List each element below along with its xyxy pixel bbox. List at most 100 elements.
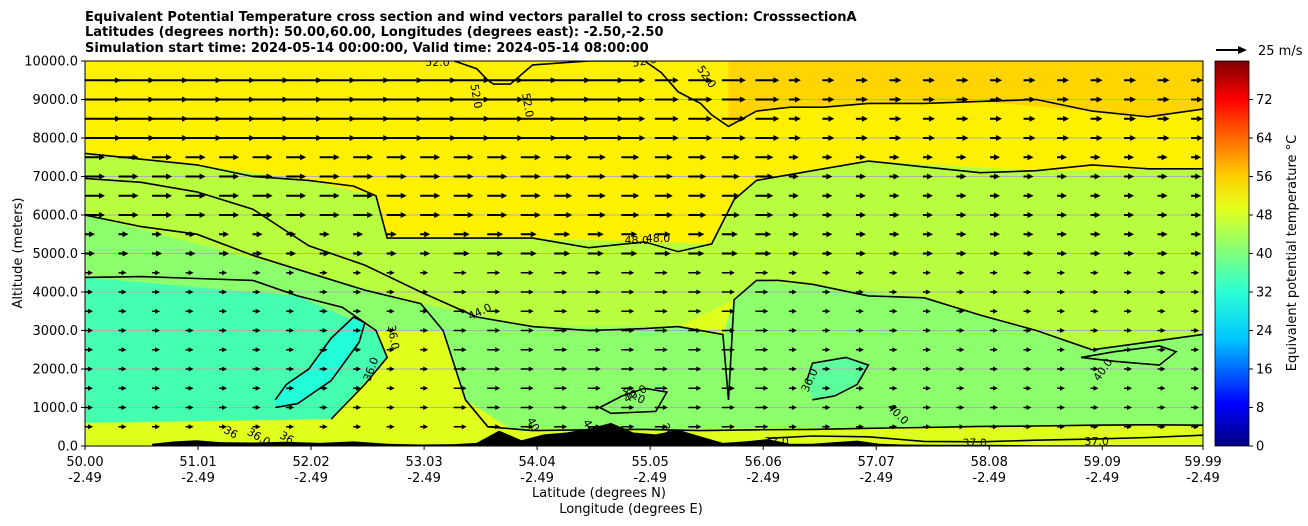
wind-vector-head xyxy=(696,405,702,410)
wind-vector-head xyxy=(356,424,362,430)
wind-vector-head xyxy=(706,115,713,122)
wind-vector-head xyxy=(300,173,307,180)
wind-vector-head xyxy=(794,77,801,84)
wind-vector-head xyxy=(282,96,289,103)
wind-vector-head xyxy=(416,135,423,141)
x-tick-lat: 59.09 xyxy=(1084,455,1121,470)
wind-vector-head xyxy=(1094,212,1101,218)
wind-vector-head xyxy=(617,77,624,84)
wind-vector-head xyxy=(1061,212,1068,218)
wind-vector-head xyxy=(155,347,161,353)
wind-vector-head xyxy=(333,212,340,218)
wind-vector-head xyxy=(495,270,501,276)
wind-vector-head xyxy=(1060,308,1066,314)
wind-vector-head xyxy=(1093,385,1099,391)
wind-vector-head xyxy=(696,424,702,430)
wind-vector-head xyxy=(825,405,831,410)
wind-vector-head xyxy=(763,366,769,372)
wind-vector-head xyxy=(461,366,467,372)
wind-vector-head xyxy=(182,135,189,141)
wind-vector-head xyxy=(1160,385,1166,391)
x-tick-lon: -2.49 xyxy=(859,471,893,486)
wind-vector-head xyxy=(566,192,573,199)
wind-vector-head xyxy=(672,135,679,141)
x-tick-lon: -2.49 xyxy=(972,471,1006,486)
wind-vector-head xyxy=(631,250,638,257)
wind-vector-head xyxy=(1061,154,1068,161)
contour-label: 37.0 xyxy=(962,437,987,450)
contour-label: 48.0 xyxy=(646,232,671,245)
wind-vector-head xyxy=(290,231,297,238)
y-tick-label: 6000.0 xyxy=(33,209,79,224)
wind-vector-head xyxy=(926,212,933,218)
wind-vector-head xyxy=(960,212,967,218)
wind-vector-head xyxy=(528,289,534,295)
wind-vector-head xyxy=(356,405,362,410)
wind-vector-head xyxy=(166,212,173,218)
wind-vector-head xyxy=(763,289,769,295)
wind-vector-head xyxy=(791,385,797,391)
wind-vector-head xyxy=(828,96,835,103)
wind-vector-head xyxy=(266,154,273,161)
wind-vector-head xyxy=(706,135,713,141)
wind-vector-head xyxy=(664,250,671,257)
wind-vector-head xyxy=(1127,308,1133,314)
wind-vector-head xyxy=(791,424,797,430)
x-tick-lon: -2.49 xyxy=(407,471,441,486)
wind-vector-head xyxy=(825,328,831,333)
wind-vector-head xyxy=(562,366,568,372)
wind-vector-head xyxy=(132,212,139,218)
x-tick-lat: 56.06 xyxy=(745,455,782,470)
wind-vector-head xyxy=(828,77,835,84)
contour-label: 48.0 xyxy=(624,234,649,247)
wind-vector-head xyxy=(566,212,573,218)
wind-vector-head xyxy=(959,289,965,295)
wind-vector-head xyxy=(1161,231,1168,238)
contour-label: 37.0 xyxy=(764,435,789,448)
wind-vector-head xyxy=(595,385,601,391)
wind-vector-head xyxy=(1160,366,1166,372)
wind-vector-head xyxy=(88,424,93,430)
wind-vector-head xyxy=(495,366,501,372)
wind-vector-head xyxy=(826,192,833,199)
x-tick-lat: 57.07 xyxy=(858,455,895,470)
wind-vector-head xyxy=(892,366,898,372)
wind-vector-head xyxy=(1061,250,1068,257)
wind-vector-head xyxy=(434,173,441,180)
wind-vector-head xyxy=(1026,385,1032,391)
wind-vector-head xyxy=(1194,308,1200,314)
wind-vector-head xyxy=(1127,328,1133,333)
wind-vector-head xyxy=(895,135,902,141)
wind-vector-head xyxy=(88,366,93,372)
wind-vector-head xyxy=(564,250,571,257)
wind-vector-head xyxy=(534,173,541,180)
wind-vector-head xyxy=(763,328,769,333)
wind-vector-head xyxy=(322,270,328,276)
wind-vector-head xyxy=(222,328,228,333)
wind-vector-head xyxy=(825,347,831,353)
wind-vector-head xyxy=(892,385,898,391)
wind-vector-head xyxy=(423,328,429,333)
wind-vector-head xyxy=(300,212,307,218)
wind-vector-head xyxy=(773,115,780,122)
wind-vector-head xyxy=(1029,115,1036,122)
wind-vector-head xyxy=(639,77,646,84)
wind-vector-head xyxy=(925,366,931,372)
colorbar-tick-label: 32 xyxy=(1256,286,1273,301)
wind-vector-head xyxy=(188,308,194,314)
wind-vector-head xyxy=(629,405,635,410)
wind-vector-head xyxy=(356,308,362,314)
wind-vector-head xyxy=(733,154,740,161)
wind-vector-head xyxy=(562,424,568,430)
contour-label: 36 xyxy=(277,429,296,447)
wind-vector-head xyxy=(434,192,441,199)
y-axis-label: Altitude (meters) xyxy=(11,198,26,309)
wind-vector-head xyxy=(1063,77,1070,84)
wind-vector-head xyxy=(617,96,624,103)
wind-vector-head xyxy=(501,212,508,218)
wind-vector-head xyxy=(662,308,668,314)
field-band-40 xyxy=(85,215,1203,430)
wind-vector-head xyxy=(255,385,261,391)
wind-vector-head xyxy=(825,385,831,391)
wind-vector-head xyxy=(959,347,965,353)
